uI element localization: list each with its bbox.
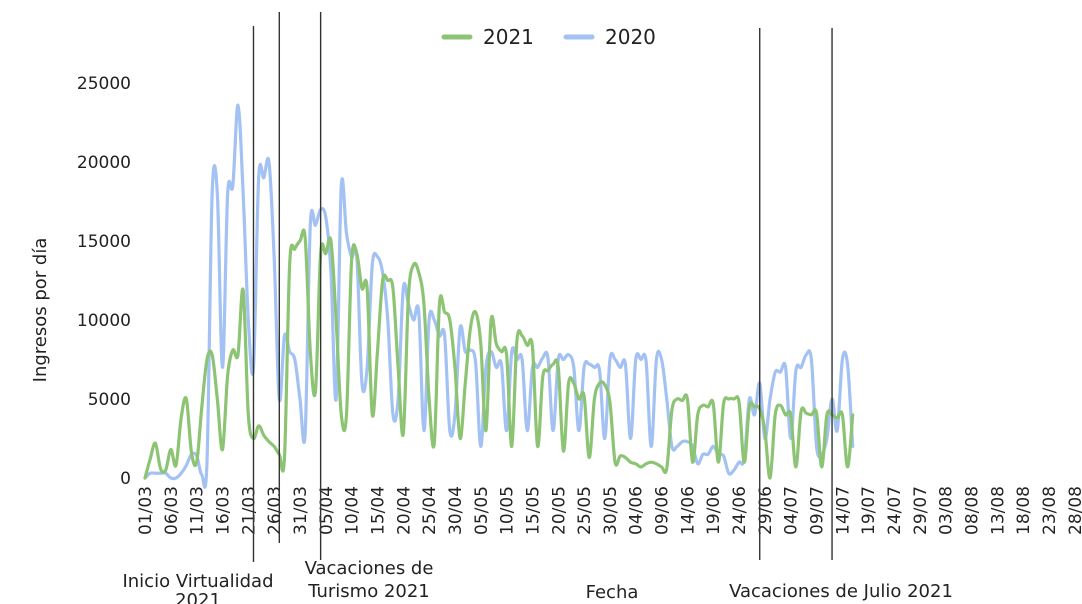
- x-tick-label: 25/05: [575, 486, 595, 535]
- x-tick-label: 30/04: [446, 486, 466, 535]
- y-axis-title: Ingresos por día: [30, 238, 51, 383]
- x-tick-label: 28/08: [1066, 486, 1082, 535]
- x-tick-label: 15/05: [523, 486, 543, 535]
- x-tick-label: 20/05: [549, 486, 569, 535]
- x-tick-label: 23/08: [1040, 486, 1060, 535]
- x-tick-label: 04/06: [627, 486, 647, 535]
- x-tick-label: 29/07: [911, 486, 931, 535]
- x-tick-label: 11/03: [188, 486, 208, 535]
- x-tick-label: 03/08: [937, 486, 957, 535]
- legend-label-2021: 2021: [483, 25, 534, 49]
- x-tick-label: 09/06: [653, 486, 673, 535]
- x-tick-label: 01/03: [136, 486, 156, 535]
- x-tick-label: 06/03: [162, 486, 182, 535]
- event-label: Turismo 2021: [307, 581, 430, 602]
- x-tick-label: 04/07: [782, 486, 802, 535]
- x-tick-label: 09/07: [808, 486, 828, 535]
- x-tick-label: 25/04: [420, 486, 440, 535]
- x-axis-title: Fecha: [586, 582, 639, 603]
- x-tick-label: 08/08: [963, 486, 983, 535]
- x-tick-label: 31/03: [291, 486, 311, 535]
- y-tick-label: 10000: [77, 311, 131, 331]
- event-label: Vacaciones de Julio 2021: [729, 581, 953, 602]
- x-tick-label: 29/06: [756, 486, 776, 535]
- event-label: 2021: [175, 590, 221, 604]
- legend[interactable]: 2021 2020: [441, 25, 656, 49]
- x-tick-label: 18/08: [1014, 486, 1034, 535]
- x-tick-label: 30/05: [601, 486, 621, 535]
- x-tick-label: 05/04: [317, 486, 337, 535]
- series-layer: [143, 103, 855, 489]
- legend-label-2020: 2020: [605, 25, 656, 49]
- x-tick-label: 10/05: [498, 486, 518, 535]
- y-tick-label: 15000: [77, 232, 131, 252]
- x-tick-label: 15/04: [368, 486, 388, 535]
- y-axis: 0 5000 10000 15000 20000 25000: [77, 74, 131, 489]
- y-tick-label: 0: [120, 469, 131, 489]
- x-axis: 01/03 06/03 11/03 16/03 21/03 26/03 31/03 05/04…: [136, 486, 1082, 535]
- x-tick-label: 26/03: [265, 486, 285, 535]
- x-tick-label: 19/06: [704, 486, 724, 535]
- y-tick-label: 25000: [77, 74, 131, 94]
- x-tick-label: 10/04: [343, 486, 363, 535]
- x-tick-label: 20/04: [394, 486, 414, 535]
- x-tick-label: 24/06: [730, 486, 750, 535]
- x-tick-label: 19/07: [859, 486, 879, 535]
- x-tick-label: 14/07: [833, 486, 853, 535]
- y-tick-label: 5000: [88, 390, 131, 410]
- x-tick-label: 24/07: [885, 486, 905, 535]
- x-tick-label: 05/05: [472, 486, 492, 535]
- series-line-2021: [143, 228, 855, 480]
- x-tick-label: 14/06: [678, 486, 698, 535]
- x-tick-label: 16/03: [213, 486, 233, 535]
- event-label: Vacaciones de: [305, 558, 434, 579]
- x-tick-label: 21/03: [239, 486, 259, 535]
- event-label: Inicio Virtualidad: [122, 571, 273, 592]
- y-tick-label: 20000: [77, 153, 131, 173]
- x-tick-label: 13/08: [988, 486, 1008, 535]
